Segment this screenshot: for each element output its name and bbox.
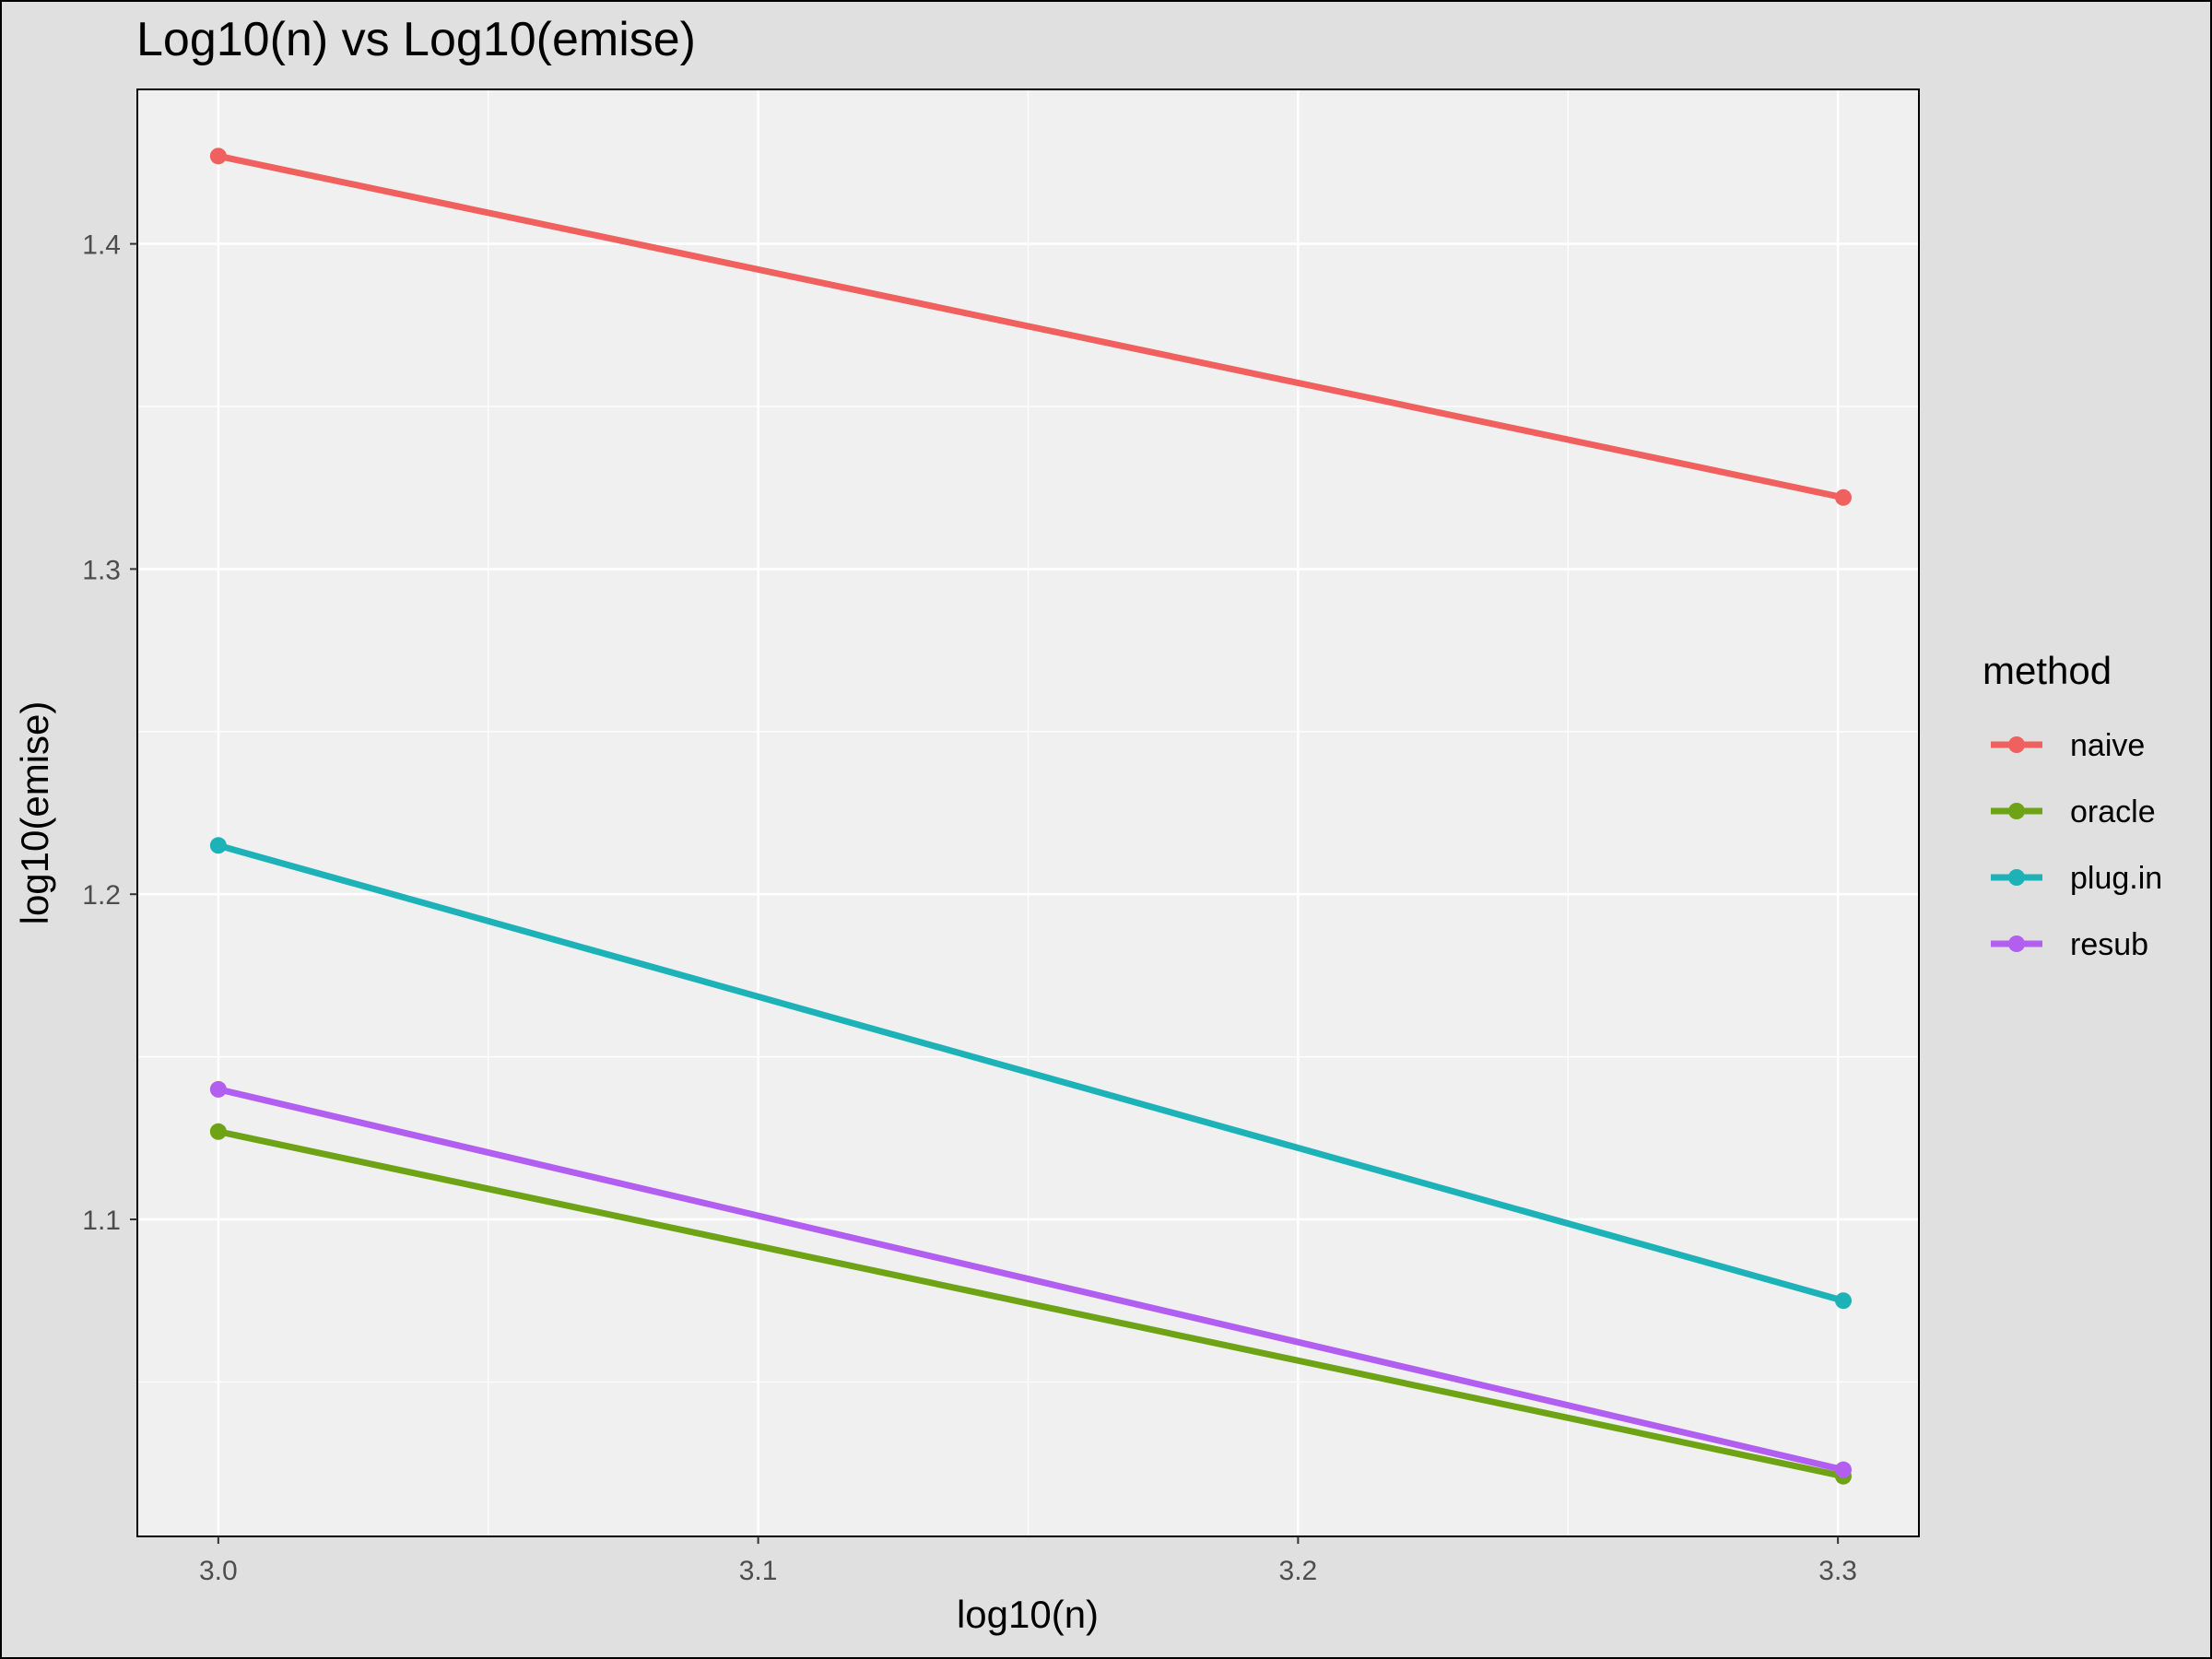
x-tick-label: 3.0 bbox=[199, 1556, 238, 1586]
legend-label-plug-in: plug.in bbox=[2070, 861, 2162, 896]
data-point-resub bbox=[1834, 1461, 1852, 1478]
x-tick-label: 3.3 bbox=[1818, 1556, 1857, 1586]
data-point-oracle bbox=[209, 1123, 227, 1140]
x-axis: 3.0 3.1 3.2 3.3 bbox=[199, 1536, 1857, 1586]
y-tick-label: 1.3 bbox=[82, 555, 121, 585]
plot-border bbox=[136, 88, 1920, 1537]
x-axis-title: log10(n) bbox=[957, 1593, 1099, 1636]
legend-key-point-oracle bbox=[2008, 803, 2025, 819]
legend-label-oracle: oracle bbox=[2070, 794, 2156, 830]
chart-title: Log10(n) vs Log10(emise) bbox=[136, 13, 696, 66]
y-tick-label: 1.2 bbox=[82, 880, 121, 911]
series-layer bbox=[209, 147, 1852, 1485]
grid-minor bbox=[137, 89, 1919, 1536]
data-point-resub bbox=[209, 1080, 227, 1098]
y-tick-label: 1.4 bbox=[82, 230, 121, 261]
y-tick-label: 1.1 bbox=[82, 1206, 121, 1236]
legend-title: method bbox=[1983, 649, 2112, 692]
data-point-plug-in bbox=[209, 837, 227, 854]
legend-label-resub: resub bbox=[2070, 927, 2148, 962]
legend-label-naive: naive bbox=[2070, 728, 2145, 763]
series-line-naive bbox=[218, 152, 1844, 501]
legend-key-point-plug-in bbox=[2008, 869, 2025, 886]
legend: method naive oracle plug.in resub bbox=[1983, 649, 2162, 962]
data-point-naive bbox=[209, 147, 227, 165]
series-line-plug-in bbox=[217, 841, 1844, 1304]
y-axis-title: log10(emise) bbox=[13, 701, 56, 925]
legend-key-point-naive bbox=[2008, 736, 2025, 753]
x-tick-label: 3.2 bbox=[1279, 1556, 1318, 1586]
x-tick-label: 3.1 bbox=[739, 1556, 778, 1586]
data-point-plug-in bbox=[1834, 1292, 1852, 1310]
data-point-naive bbox=[1834, 488, 1852, 506]
y-axis: 1.1 1.2 1.3 1.4 bbox=[82, 230, 137, 1236]
legend-key-point-resub bbox=[2008, 935, 2025, 952]
series-line-oracle bbox=[218, 1128, 1844, 1480]
series-line-resub bbox=[218, 1086, 1844, 1474]
